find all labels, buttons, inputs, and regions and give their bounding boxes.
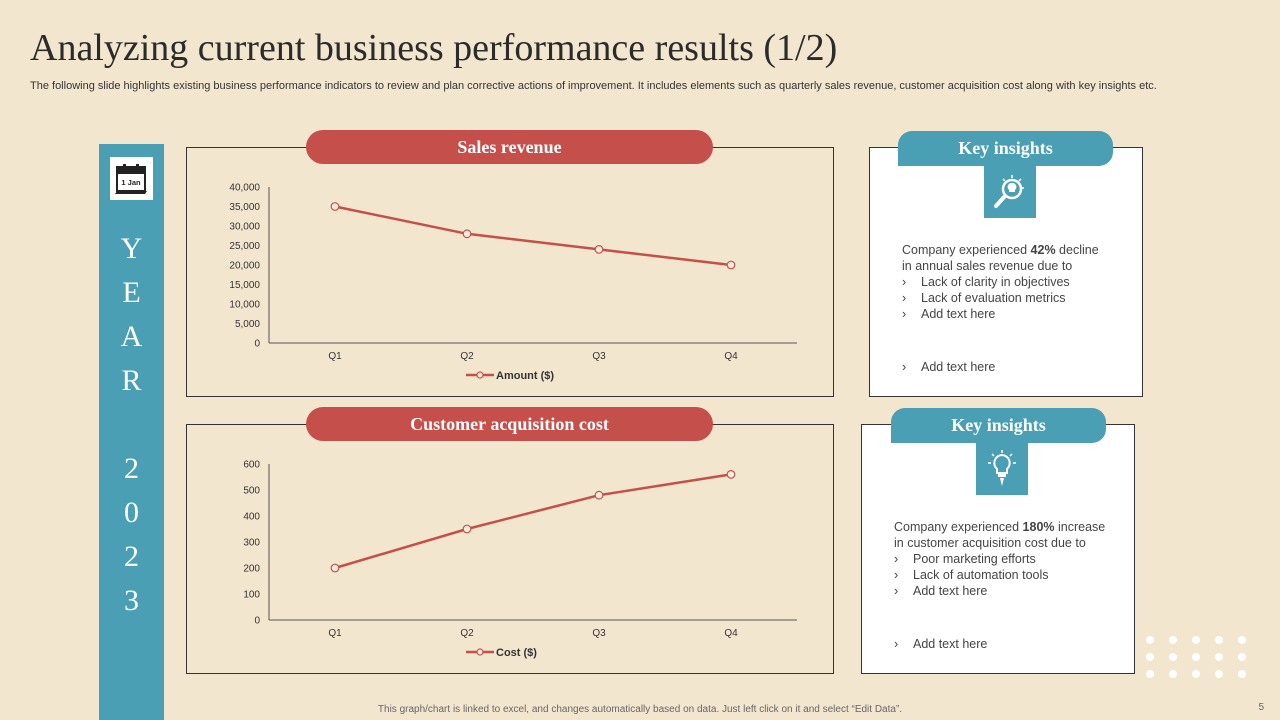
x-tick-label: Q2 — [460, 628, 474, 639]
insight-intro-1: Company experienced 42% decline — [902, 243, 1099, 257]
year-digit-3: 3 — [124, 584, 139, 617]
x-tick-label: Q2 — [460, 351, 474, 362]
x-tick-label: Q4 — [724, 351, 738, 362]
insight-bullet: › Add text here — [894, 584, 988, 598]
footer-note: This graph/chart is linked to excel, and… — [377, 704, 903, 715]
insight-intro-line2-2: in customer acquisition cost due to — [894, 536, 1086, 550]
y-tick-label: 300 — [243, 538, 260, 549]
calendar-icon-box: 1 Jan — [110, 157, 153, 200]
year-letter-e: E — [122, 276, 141, 309]
year-letter-y: Y — [120, 232, 143, 265]
x-tick-label: Q3 — [592, 628, 606, 639]
insight-bullet: › Lack of clarity in objectives — [902, 275, 1070, 289]
x-tick-label: Q1 — [328, 628, 342, 639]
y-tick-label: 0 — [254, 339, 260, 350]
insight-bullet: › Poor marketing efforts — [894, 552, 1036, 566]
insight-extra-1: › Add text here — [902, 360, 996, 374]
y-tick-label: 0 — [254, 616, 260, 627]
cac-chart[interactable]: 0 100 200 300 400 500 600 Q1 Q2 Q3 Q4 Cost ($) — [187, 425, 833, 673]
year-letter-r: R — [121, 364, 142, 397]
y-tick-label: 20,000 — [229, 261, 260, 272]
x-tick-label: Q1 — [328, 351, 342, 362]
year-digit-2a: 2 — [124, 452, 139, 485]
insight-bullet: › Add text here — [902, 307, 996, 321]
data-point[interactable] — [330, 563, 340, 573]
data-point[interactable] — [726, 470, 736, 479]
magnifier-bulb-icon — [994, 175, 1024, 208]
x-tick-label: Q4 — [724, 628, 738, 639]
insight-icon-box-2 — [976, 443, 1028, 495]
data-point[interactable] — [726, 260, 736, 270]
data-point[interactable] — [462, 524, 472, 534]
y-tick-label: 200 — [243, 564, 260, 575]
legend-label: Cost ($) — [496, 647, 537, 659]
slide-title: Analyzing current business performance r… — [30, 27, 838, 69]
slide-subtitle: The following slide highlights existing … — [30, 80, 1157, 92]
y-tick-label: 100 — [243, 590, 260, 601]
decorative-dots — [1144, 634, 1254, 684]
insight-bullet: › Lack of evaluation metrics — [902, 291, 1066, 305]
year-letter-a: A — [120, 320, 143, 353]
calendar-icon: 1 Jan — [114, 163, 147, 194]
insights-title-1: Key insights — [898, 131, 1113, 166]
y-tick-label: 10,000 — [229, 300, 260, 311]
insight-intro-2: Company experienced 180% increase — [894, 520, 1106, 534]
sales-revenue-chart[interactable]: 0 5,000 10,000 15,000 20,000 25,000 30,000 35,0… — [187, 148, 833, 396]
y-tick-label: 35,000 — [229, 202, 260, 213]
x-tick-label: Q3 — [592, 351, 606, 362]
cac-panel: 0 100 200 300 400 500 600 Q1 Q2 Q3 Q4 Cost ($) — [186, 424, 834, 674]
insight-text-1: Company experienced 42% decline in annua… — [902, 242, 1137, 375]
data-point[interactable] — [462, 229, 472, 239]
insight-intro-line2-1: in annual sales revenue due to — [902, 259, 1073, 273]
insight-icon-box-1 — [984, 166, 1036, 218]
legend-label: Amount ($) — [496, 370, 554, 382]
data-point[interactable] — [330, 202, 340, 211]
series-line — [334, 473, 732, 570]
insights-panel-2: Company experienced 180% increase in cus… — [861, 424, 1135, 674]
page-number: 5 — [1258, 702, 1264, 713]
year-digit-0: 0 — [124, 496, 139, 529]
y-tick-label: 15,000 — [229, 280, 260, 291]
insights-panel-1: Company experienced 42% decline in annua… — [869, 147, 1143, 397]
legend-marker — [476, 648, 484, 656]
y-tick-label: 30,000 — [229, 222, 260, 233]
cac-title: Customer acquisition cost — [306, 407, 713, 441]
y-tick-label: 400 — [243, 512, 260, 523]
data-point[interactable] — [594, 244, 604, 254]
sales-revenue-title: Sales revenue — [306, 130, 713, 164]
sales-revenue-panel: 0 5,000 10,000 15,000 20,000 25,000 30,000 35,0… — [186, 147, 834, 397]
y-tick-label: 25,000 — [229, 241, 260, 252]
year-digit-2b: 2 — [124, 540, 139, 573]
data-point[interactable] — [594, 490, 604, 500]
insights-title-2: Key insights — [891, 408, 1106, 443]
insight-bullet: › Lack of automation tools — [894, 568, 1049, 582]
series-line — [334, 205, 732, 267]
y-tick-label: 600 — [243, 460, 260, 471]
calendar-label: 1 Jan — [121, 178, 141, 187]
year-sidebar: 1 Jan Y E A R 2 0 2 3 — [99, 144, 164, 720]
y-tick-label: 500 — [243, 486, 260, 497]
insight-extra-2: › Add text here — [894, 637, 988, 651]
y-tick-label: 5,000 — [235, 319, 260, 330]
pen-bulb-icon — [988, 450, 1016, 486]
y-tick-label: 40,000 — [229, 183, 260, 194]
insight-text-2: Company experienced 180% increase in cus… — [894, 519, 1129, 652]
legend-marker — [476, 371, 484, 379]
